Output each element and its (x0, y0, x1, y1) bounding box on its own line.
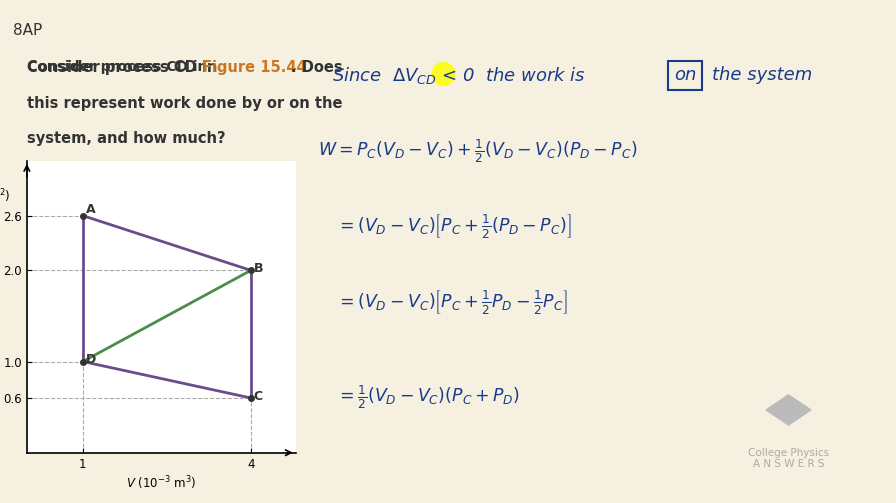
Text: 8AP: 8AP (13, 23, 43, 38)
Text: B: B (254, 262, 263, 275)
Text: C: C (254, 390, 263, 403)
Text: on: on (674, 66, 696, 85)
Text: this represent work done by or on the: this represent work done by or on the (27, 96, 342, 111)
Text: the system: the system (712, 66, 813, 85)
Y-axis label: $P$
(10$^6$ N/m$^2$): $P$ (10$^6$ N/m$^2$) (0, 172, 11, 205)
Text: Consider process CD in: Consider process CD in (27, 60, 222, 75)
Text: system, and how much?: system, and how much? (27, 131, 226, 146)
Text: . Does: . Does (291, 60, 343, 75)
Ellipse shape (433, 63, 454, 86)
Text: Consider process CD in: Consider process CD in (27, 60, 212, 74)
X-axis label: $V$ (10$^{-3}$ m$^3$): $V$ (10$^{-3}$ m$^3$) (126, 475, 196, 492)
Polygon shape (766, 395, 811, 425)
Text: $= (V_D - V_C)\left[ P_C + \frac{1}{2}P_D - \frac{1}{2}P_C\right]$: $= (V_D - V_C)\left[ P_C + \frac{1}{2}P_… (336, 288, 568, 316)
Text: D: D (86, 353, 96, 366)
Text: $= (V_D - V_C)\left[ P_C + \frac{1}{2}(P_D - P_C)\right]$: $= (V_D - V_C)\left[ P_C + \frac{1}{2}(P… (336, 212, 572, 240)
Text: College Physics
A N S W E R S: College Physics A N S W E R S (748, 448, 829, 469)
Text: Since  $\Delta V_{CD}$ < 0  the work is: Since $\Delta V_{CD}$ < 0 the work is (332, 65, 585, 86)
Text: $W = P_C(V_D - V_C) + \frac{1}{2}(V_D - V_C)(P_D - P_C)$: $W = P_C(V_D - V_C) + \frac{1}{2}(V_D - … (318, 137, 638, 164)
Text: $= \frac{1}{2}(V_D - V_C)\left( P_C + P_D\right)$: $= \frac{1}{2}(V_D - V_C)\left( P_C + P_… (336, 384, 520, 411)
Text: A: A (86, 203, 95, 216)
Text: Figure 15.44: Figure 15.44 (202, 60, 306, 75)
